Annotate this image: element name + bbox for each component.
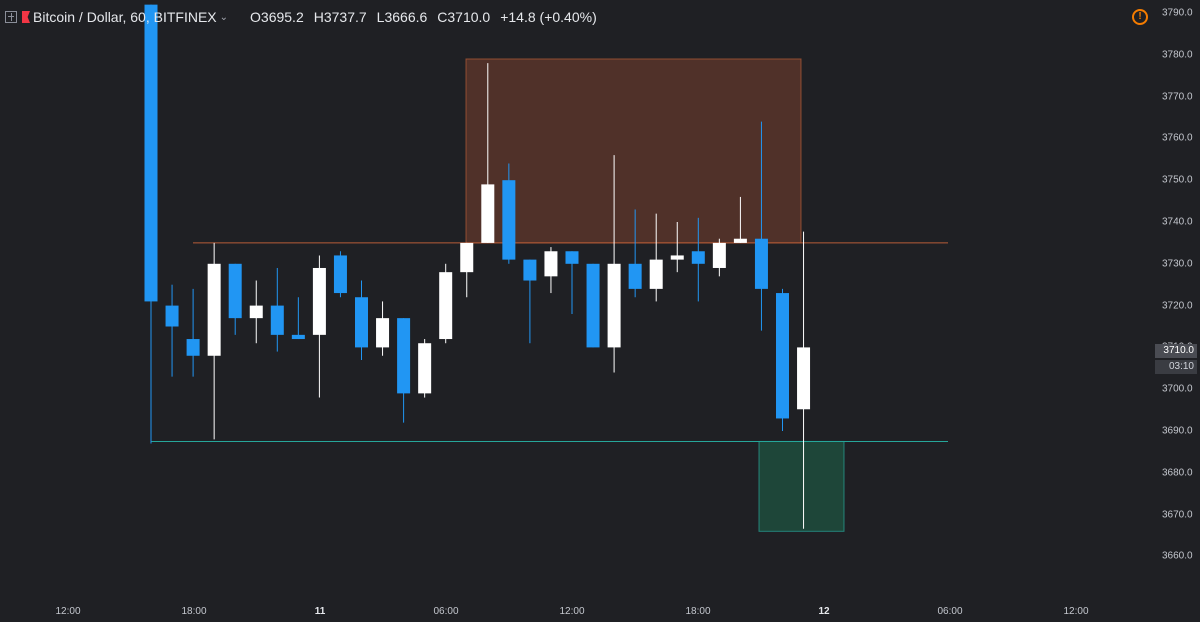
- candle-body: [691, 251, 705, 264]
- candle-body: [544, 251, 558, 277]
- candle-body: [776, 293, 789, 419]
- exchange-flag-icon: [22, 11, 30, 23]
- price-tick-label: 3660.0: [1162, 550, 1193, 562]
- high-value: H3737.7: [313, 9, 367, 25]
- expand-icon[interactable]: [5, 11, 17, 23]
- time-tick-label: 11: [314, 606, 326, 617]
- candle-body: [733, 238, 747, 243]
- last-price-label: 3710.0: [1155, 344, 1197, 358]
- candle-body: [439, 272, 453, 340]
- candle-body: [418, 343, 432, 394]
- time-tick-label: 12: [818, 606, 830, 617]
- long-zone: [758, 440, 845, 532]
- change-value: +14.8 (+0.40%): [500, 9, 597, 25]
- short-zone: [465, 58, 802, 244]
- candle-body: [397, 318, 411, 394]
- candle-body: [628, 263, 642, 289]
- price-tick-label: 3740.0: [1162, 216, 1193, 228]
- time-tick-label: 18:00: [181, 606, 207, 617]
- candle-body: [186, 339, 200, 356]
- candle-body: [291, 334, 305, 340]
- candle-body: [797, 347, 811, 410]
- candle-body: [607, 263, 621, 348]
- candle-body: [754, 238, 768, 289]
- open-value: O3695.2: [250, 9, 304, 25]
- candle-body: [312, 267, 326, 335]
- price-tick-label: 3730.0: [1162, 258, 1193, 270]
- time-tick-label: 06:00: [937, 606, 963, 617]
- candle-body: [670, 255, 684, 260]
- zones-layer: [465, 58, 845, 532]
- candle-body: [228, 263, 242, 319]
- price-tick-label: 3700.0: [1162, 383, 1193, 395]
- candle-body: [355, 297, 368, 348]
- candle-body: [165, 305, 179, 327]
- time-tick-label: 12:00: [55, 606, 81, 617]
- time-tick-label: 12:00: [559, 606, 585, 617]
- price-tick-label: 3670.0: [1162, 509, 1193, 521]
- price-tick-label: 3780.0: [1162, 49, 1193, 61]
- candle-body: [144, 4, 158, 302]
- candle-body: [502, 180, 516, 260]
- price-tick-label: 3790.0: [1162, 7, 1193, 19]
- price-tick-label: 3690.0: [1162, 425, 1193, 437]
- candle-body: [712, 242, 726, 268]
- chevron-down-icon[interactable]: ⌄: [219, 11, 229, 23]
- candle-body: [586, 263, 600, 348]
- price-tick-label: 3750.0: [1162, 174, 1193, 186]
- candle-body: [376, 318, 390, 348]
- price-tick-label: 3770.0: [1162, 91, 1193, 103]
- candle-body: [460, 242, 474, 273]
- candle-body: [207, 263, 221, 356]
- price-tick-label: 3760.0: [1162, 132, 1193, 144]
- symbol-label[interactable]: Bitcoin / Dollar, 60, BITFINEX: [33, 9, 217, 25]
- candles-layer: [144, 4, 811, 529]
- price-tick-label: 3720.0: [1162, 300, 1193, 312]
- candle-body: [270, 305, 284, 335]
- time-tick-label: 06:00: [433, 606, 459, 617]
- candle-body: [249, 305, 263, 319]
- alert-icon[interactable]: !: [1132, 9, 1148, 25]
- candle-body: [481, 184, 495, 243]
- price-tick-label: 3680.0: [1162, 467, 1193, 479]
- low-value: L3666.6: [376, 9, 428, 25]
- countdown-label: 03:10: [1155, 360, 1197, 374]
- candle-body: [333, 255, 347, 294]
- candle-body: [523, 259, 537, 281]
- time-tick-label: 12:00: [1063, 606, 1089, 617]
- candle-body: [565, 251, 579, 264]
- candle-body: [649, 259, 663, 289]
- time-tick-label: 18:00: [685, 606, 711, 617]
- chart-header: Bitcoin / Dollar, 60, BITFINEX ⌄ O3695.2…: [0, 0, 597, 34]
- close-value: C3710.0: [437, 9, 491, 25]
